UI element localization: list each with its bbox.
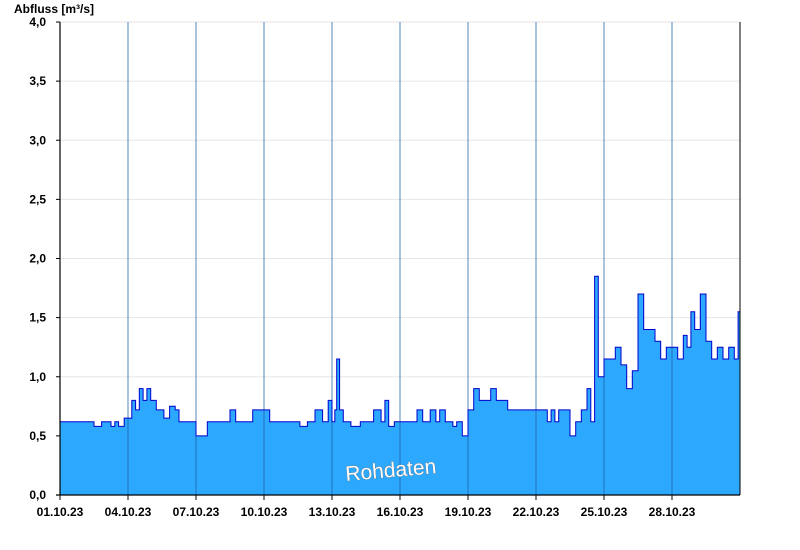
y-axis-ticks: 0,0 0,5 1,0 1,5 2,0 2,5 3,0 3,5 4,0 — [29, 15, 60, 502]
discharge-line — [60, 275, 741, 437]
x-tick-label: 28.10.23 — [649, 505, 696, 519]
discharge-area — [60, 276, 740, 495]
x-tick-label: 07.10.23 — [173, 505, 220, 519]
y-axis-label: Abfluss [m³/s] — [14, 2, 94, 16]
y-tick-label: 2,0 — [29, 252, 46, 266]
y-tick-label: 3,5 — [29, 74, 46, 88]
x-tick-label: 01.10.23 — [37, 505, 84, 519]
y-tick-label: 0,0 — [29, 488, 46, 502]
x-tick-label: 10.10.23 — [241, 505, 288, 519]
x-tick-label: 13.10.23 — [309, 505, 356, 519]
x-tick-label: 16.10.23 — [377, 505, 424, 519]
x-tick-label: 22.10.23 — [513, 505, 560, 519]
y-tick-label: 2,5 — [29, 192, 46, 206]
x-tick-label: 19.10.23 — [445, 505, 492, 519]
y-tick-label: 1,5 — [29, 311, 46, 325]
x-axis-ticks: 01.10.23 04.10.23 07.10.23 10.10.23 13.10.23… — [37, 495, 696, 519]
y-tick-label: 0,5 — [29, 429, 46, 443]
y-tick-label: 1,0 — [29, 370, 46, 384]
x-tick-label: 25.10.23 — [581, 505, 628, 519]
x-tick-label: 04.10.23 — [105, 505, 152, 519]
y-tick-label: 4,0 — [29, 15, 46, 29]
y-tick-label: 3,0 — [29, 133, 46, 147]
